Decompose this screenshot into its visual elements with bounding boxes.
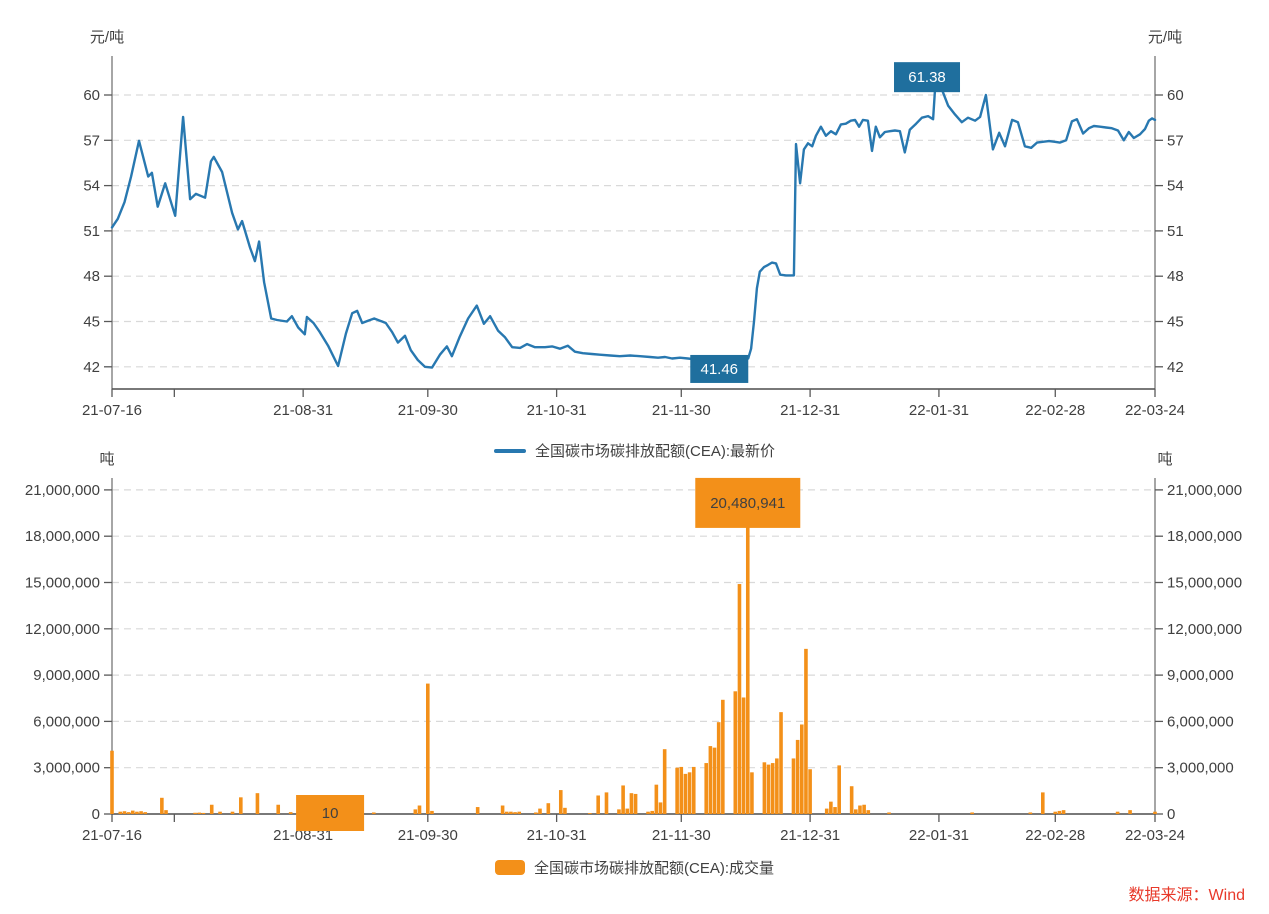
svg-text:48: 48 bbox=[83, 268, 100, 285]
svg-text:18,000,000: 18,000,000 bbox=[1167, 528, 1242, 545]
svg-text:42: 42 bbox=[1167, 359, 1184, 376]
svg-text:21,000,000: 21,000,000 bbox=[1167, 482, 1242, 499]
svg-text:21-12-31: 21-12-31 bbox=[780, 402, 840, 419]
svg-text:51: 51 bbox=[83, 223, 100, 240]
svg-text:元/吨: 元/吨 bbox=[1148, 29, 1182, 46]
svg-text:61.38: 61.38 bbox=[908, 69, 946, 86]
svg-text:21-11-30: 21-11-30 bbox=[652, 402, 711, 419]
svg-text:21-10-31: 21-10-31 bbox=[527, 402, 587, 419]
svg-text:元/吨: 元/吨 bbox=[90, 29, 124, 46]
svg-text:21-09-30: 21-09-30 bbox=[398, 827, 458, 844]
svg-text:0: 0 bbox=[92, 806, 100, 823]
svg-text:吨: 吨 bbox=[99, 451, 114, 468]
price-line-series bbox=[110, 73, 1157, 377]
svg-text:22-02-28: 22-02-28 bbox=[1025, 402, 1085, 419]
cea-volume-annotation-10: 10 bbox=[296, 794, 365, 831]
svg-text:12,000,000: 12,000,000 bbox=[25, 621, 100, 638]
svg-text:22-03-24: 22-03-24 bbox=[1125, 827, 1185, 844]
svg-text:48: 48 bbox=[1167, 268, 1184, 285]
svg-text:21,000,000: 21,000,000 bbox=[25, 482, 100, 499]
svg-text:9,000,000: 9,000,000 bbox=[33, 667, 100, 684]
svg-text:45: 45 bbox=[83, 314, 100, 331]
cea-volume-annotation-20480941: 20,480,941 bbox=[695, 477, 801, 528]
svg-text:60: 60 bbox=[1167, 87, 1184, 104]
svg-text:18,000,000: 18,000,000 bbox=[25, 528, 100, 545]
svg-text:22-01-31: 22-01-31 bbox=[909, 402, 969, 419]
svg-text:3,000,000: 3,000,000 bbox=[1167, 760, 1234, 777]
volume-chart-legend: 全国碳市场碳排放配额(CEA):成交量 bbox=[0, 857, 1269, 878]
svg-text:57: 57 bbox=[83, 132, 100, 149]
cea-price-unit-labels: 元/吨 元/吨 bbox=[90, 29, 1182, 46]
svg-text:9,000,000: 9,000,000 bbox=[1167, 667, 1234, 684]
svg-text:3,000,000: 3,000,000 bbox=[33, 760, 100, 777]
svg-text:57: 57 bbox=[1167, 132, 1184, 149]
svg-text:21-07-16: 21-07-16 bbox=[82, 827, 142, 844]
cea-volume-gridlines bbox=[112, 489, 1155, 769]
svg-text:54: 54 bbox=[1167, 178, 1184, 195]
cea-price-annotation-61.38: 61.38 bbox=[894, 62, 961, 93]
svg-text:10: 10 bbox=[322, 805, 339, 822]
price-legend-label: 全国碳市场碳排放配额(CEA):最新价 bbox=[534, 443, 775, 460]
cea-volume-unit-labels: 吨吨 bbox=[99, 451, 1172, 468]
volume-bars bbox=[110, 497, 1157, 814]
svg-text:12,000,000: 12,000,000 bbox=[1167, 621, 1242, 638]
svg-text:22-03-24: 22-03-24 bbox=[1125, 402, 1185, 419]
cea-volume-x-axis-labels: 21-07-16 21-08-31 21-09-30 21-10-31 21-11-30… bbox=[82, 814, 1185, 844]
svg-text:21-12-31: 21-12-31 bbox=[780, 827, 840, 844]
svg-text:15,000,000: 15,000,000 bbox=[1167, 575, 1242, 592]
svg-text:51: 51 bbox=[1167, 223, 1184, 240]
svg-text:54: 54 bbox=[83, 178, 100, 195]
cea-price-axes bbox=[111, 56, 1156, 390]
cea-volume-y-axis-labels: 0 0 3,000,000 3,000,000 6,000,000 6,000,000 9,… bbox=[25, 482, 1242, 823]
svg-text:42: 42 bbox=[83, 359, 100, 376]
cea-price-annotation-41.46: 41.46 bbox=[690, 354, 749, 383]
svg-text:41.46: 41.46 bbox=[700, 361, 738, 378]
price-chart-legend: 全国碳市场碳排放配额(CEA):最新价 bbox=[0, 440, 1269, 461]
svg-text:6,000,000: 6,000,000 bbox=[33, 713, 100, 730]
volume-legend-label: 全国碳市场碳排放配额(CEA):成交量 bbox=[533, 860, 774, 877]
svg-text:21-07-16: 21-07-16 bbox=[82, 402, 142, 419]
cea-price-y-axis-labels: 42 42 45 45 48 48 51 51 54 54 57 57 60 60 bbox=[83, 87, 1183, 376]
svg-text:45: 45 bbox=[1167, 314, 1184, 331]
price-line-legend-swatch bbox=[493, 448, 526, 453]
svg-text:21-09-30: 21-09-30 bbox=[398, 402, 458, 419]
svg-text:21-08-31: 21-08-31 bbox=[273, 402, 333, 419]
svg-text:21-11-30: 21-11-30 bbox=[652, 827, 711, 844]
cea-volume-axes bbox=[111, 478, 1156, 815]
svg-text:6,000,000: 6,000,000 bbox=[1167, 713, 1234, 730]
data-source-note: 数据来源：Wind bbox=[1128, 887, 1245, 904]
svg-text:22-01-31: 22-01-31 bbox=[909, 827, 969, 844]
svg-text:22-02-28: 22-02-28 bbox=[1025, 827, 1085, 844]
cea-price-x-axis-labels: 21-07-16 21-08-31 21-09-30 21-10-31 21-11-30… bbox=[82, 389, 1185, 419]
svg-text:60: 60 bbox=[83, 87, 100, 104]
svg-text:20,480,941: 20,480,941 bbox=[710, 495, 785, 512]
svg-text:吨: 吨 bbox=[1157, 451, 1172, 468]
volume-bar-legend-swatch bbox=[494, 860, 525, 875]
svg-text:15,000,000: 15,000,000 bbox=[25, 575, 100, 592]
svg-text:21-08-31: 21-08-31 bbox=[273, 827, 333, 844]
svg-text:0: 0 bbox=[1167, 806, 1175, 823]
svg-text:21-10-31: 21-10-31 bbox=[527, 827, 587, 844]
